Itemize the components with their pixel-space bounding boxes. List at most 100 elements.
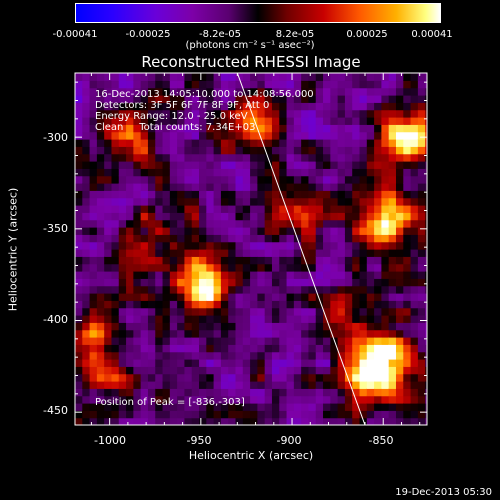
heatmap-cell (213, 344, 222, 353)
heatmap-cell (337, 190, 346, 199)
heatmap-cell (184, 234, 193, 243)
heatmap-cell (199, 351, 207, 360)
heatmap-cell (337, 183, 346, 191)
heatmap-cell (381, 278, 390, 287)
heatmap-cell (235, 219, 244, 228)
heatmap-cell (381, 212, 390, 221)
heatmap-cell (359, 146, 368, 155)
heatmap-cell (366, 168, 375, 177)
heatmap-cell (82, 278, 91, 287)
heatmap-cell (235, 307, 244, 316)
heatmap-cell (359, 117, 368, 125)
heatmap-cell (381, 263, 390, 272)
heatmap-cell (199, 285, 207, 294)
heatmap-cell (359, 205, 368, 213)
heatmap-cell (337, 344, 346, 353)
heatmap-cell (199, 102, 207, 111)
heatmap-cell (250, 161, 258, 169)
heatmap-cell (323, 80, 331, 89)
heatmap-cell (403, 300, 412, 309)
heatmap-cell (191, 366, 200, 375)
heatmap-cell (271, 183, 280, 191)
heatmap-cell (374, 95, 383, 103)
heatmap-cell (250, 175, 258, 184)
heatmap-cell (104, 263, 113, 272)
heatmap-cell (140, 351, 149, 360)
heatmap-cell (271, 329, 280, 338)
heatmap-cell (162, 373, 171, 382)
heatmap-cell (147, 256, 156, 265)
heatmap-cell (344, 278, 353, 287)
heatmap-cell (213, 234, 222, 243)
heatmap-cell (410, 146, 419, 155)
heatmap-cell (344, 373, 353, 382)
heatmap-cell (257, 256, 266, 265)
heatmap-cell (96, 322, 105, 331)
heatmap-cell (228, 337, 237, 345)
heatmap-cell (366, 146, 375, 155)
heatmap-cell (250, 241, 258, 250)
heatmap-cell (140, 381, 149, 389)
heatmap-cell (140, 139, 149, 147)
heatmap-cell (147, 417, 156, 425)
heatmap-cell (126, 95, 134, 103)
heatmap-cell (403, 293, 412, 301)
heatmap-cell (366, 190, 375, 199)
heatmap-cell (257, 366, 266, 375)
heatmap-cell (344, 322, 353, 331)
heatmap-cell (293, 212, 302, 221)
heatmap-cell (374, 175, 383, 184)
heatmap-cell (425, 219, 427, 228)
heatmap-cell (293, 139, 302, 147)
heatmap-cell (126, 153, 134, 162)
heatmap-cell (315, 403, 324, 411)
heatmap-cell (147, 168, 156, 177)
heatmap-cell (82, 168, 91, 177)
heatmap-cell (388, 263, 397, 272)
heatmap-cell (169, 212, 178, 221)
heatmap-cell (104, 241, 113, 250)
heatmap-cell (388, 329, 397, 338)
heatmap-cell (417, 212, 426, 221)
heatmap-cell (133, 153, 142, 162)
heatmap-cell (374, 395, 383, 404)
heatmap-cell (388, 337, 397, 345)
heatmap-cell (242, 168, 251, 177)
heatmap-cell (403, 190, 412, 199)
heatmap-cell (199, 153, 207, 162)
heatmap-cell (388, 153, 397, 162)
heatmap-cell (140, 417, 149, 425)
heatmap-cell (286, 161, 295, 169)
heatmap-cell (213, 366, 222, 375)
heatmap-cell (213, 124, 222, 133)
x-tick-label: -1000 (94, 434, 126, 447)
heatmap-cell (271, 373, 280, 382)
heatmap-cell (352, 315, 361, 323)
heatmap-cell (147, 381, 156, 389)
heatmap-cell (374, 190, 383, 199)
heatmap-cell (191, 388, 200, 397)
heatmap-cell (395, 256, 404, 265)
heatmap-cell (228, 168, 237, 177)
heatmap-cell (228, 344, 237, 353)
heatmap-cell (155, 285, 164, 294)
heatmap-cell (293, 146, 302, 155)
heatmap-cell (104, 168, 113, 177)
heatmap-cell (82, 249, 91, 257)
heatmap-cell (220, 322, 229, 331)
heatmap-cell (169, 344, 178, 353)
heatmap-cell (235, 131, 244, 140)
heatmap-cell (147, 190, 156, 199)
heatmap-cell (228, 271, 237, 279)
heatmap-cell (89, 381, 98, 389)
heatmap-cell (410, 73, 419, 81)
heatmap-cell (308, 373, 317, 382)
heatmap-cell (403, 161, 412, 169)
heatmap-cell (96, 351, 105, 360)
heatmap-cell (337, 212, 346, 221)
heatmap-cell (286, 109, 295, 118)
heatmap-cell (271, 197, 280, 206)
heatmap-cell (96, 344, 105, 353)
heatmap-cell (75, 329, 83, 338)
heatmap-cell (264, 205, 273, 213)
